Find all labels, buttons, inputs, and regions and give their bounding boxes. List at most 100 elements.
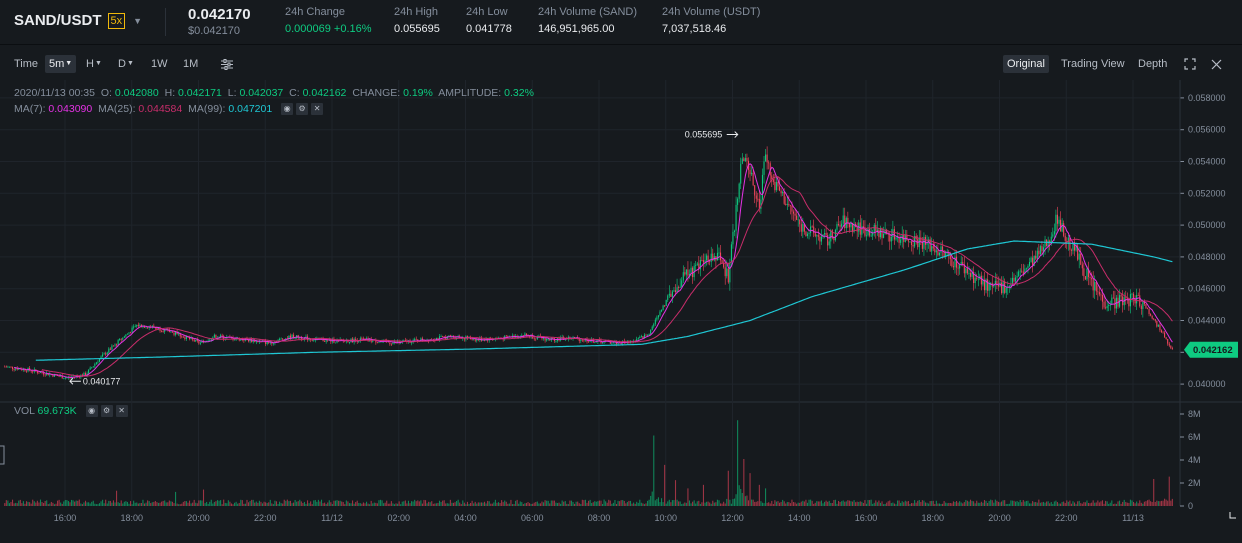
price-tick-label: 0.058000 (1188, 93, 1226, 103)
volume-bar (473, 503, 475, 506)
candle-body (134, 326, 136, 328)
candle-body (561, 336, 563, 338)
volume-bar (88, 502, 90, 506)
interval-1w[interactable]: 1W (151, 58, 168, 70)
volume-bar (738, 485, 740, 506)
interval-day[interactable]: D▼ (114, 55, 138, 73)
settings-sliders-icon[interactable] (218, 55, 236, 73)
view-original[interactable]: Original (1003, 55, 1049, 73)
settings-icon[interactable]: ⚙ (100, 405, 113, 418)
candle-body (125, 334, 127, 337)
candle-body (949, 255, 951, 260)
candlestick-chart[interactable]: 0.058000 0.056000 0.054000 0.052000 0.050000… (0, 80, 1242, 540)
volume-bar (286, 499, 288, 506)
stat-label: 24h Change (285, 6, 345, 18)
candle-body (1089, 277, 1091, 279)
volume-bar (291, 503, 293, 506)
candle-body (898, 237, 900, 243)
interval-5m[interactable]: 5m▼ (45, 55, 77, 73)
volume-bar (580, 504, 582, 506)
volume-bar (358, 503, 360, 506)
settings-icon[interactable]: ⚙ (296, 103, 309, 116)
volume-bar (841, 501, 843, 506)
volume-bar (156, 502, 158, 506)
volume-bar (656, 498, 658, 506)
candle-body (1044, 239, 1046, 248)
volume-bar (898, 500, 900, 506)
candle-body (443, 336, 445, 338)
volume-bar (976, 500, 978, 506)
volume-bar (660, 498, 663, 506)
volume-bar (788, 502, 790, 506)
volume-bar (819, 501, 821, 506)
volume-bar (1004, 500, 1006, 506)
candle-body (883, 233, 885, 238)
candle-body (364, 338, 366, 340)
volume-bar (903, 502, 905, 506)
volume-bar (47, 504, 49, 506)
volume-bar (462, 500, 464, 506)
close-icon[interactable]: ✕ (311, 103, 324, 116)
view-trading-view[interactable]: Trading View (1061, 58, 1125, 70)
volume-bar (642, 503, 644, 506)
fullscreen-icon[interactable] (1181, 55, 1199, 73)
candle-body (15, 368, 17, 370)
candle-body (791, 206, 793, 212)
close-icon[interactable]: ✕ (115, 405, 128, 418)
volume-bar (813, 503, 815, 506)
volume-bar (608, 499, 610, 506)
candle-body (7, 366, 9, 368)
candle-body (667, 295, 669, 301)
candle-body (1056, 214, 1059, 224)
volume-bar (1094, 502, 1096, 506)
chart-canvas[interactable]: 0.058000 0.056000 0.054000 0.052000 0.050000… (0, 80, 1242, 540)
candle-body (128, 332, 130, 334)
candle-body (1081, 264, 1083, 269)
candle-body (664, 305, 666, 307)
legend-o-label: O: (100, 87, 112, 99)
candle-body (802, 223, 804, 232)
volume-bar (435, 503, 437, 506)
candle-body (706, 255, 708, 261)
volume-bar (260, 501, 262, 506)
pair-selector[interactable]: SAND/USDT 5x ▼ (14, 12, 142, 29)
candle-body (1035, 255, 1037, 259)
volume-bar (173, 503, 175, 506)
candle-body (378, 342, 380, 343)
eye-icon[interactable]: ◉ (281, 103, 294, 116)
candle-body (11, 366, 14, 369)
candle-body (679, 286, 681, 288)
volume-bar (1092, 500, 1094, 506)
interval-hour[interactable]: H▼ (82, 55, 106, 73)
candle-body (732, 231, 734, 245)
candle-body (116, 344, 118, 346)
volume-bar (553, 500, 555, 506)
volume-bar (482, 502, 484, 506)
candle-body (365, 338, 368, 340)
price-tick-label: 0.046000 (1188, 284, 1226, 294)
interval-1m[interactable]: 1M (183, 58, 199, 70)
volume-bar (799, 502, 801, 506)
volume-bar (1042, 501, 1045, 506)
candle-body (347, 340, 349, 343)
candle-body (761, 174, 764, 200)
volume-bar (432, 503, 434, 506)
volume-bar (918, 500, 920, 506)
close-icon[interactable] (1207, 55, 1225, 73)
time-tick-label: 02:00 (387, 513, 410, 523)
volume-bar (342, 502, 344, 506)
candle-body (64, 377, 66, 379)
volume-bar (1081, 503, 1083, 506)
volume-bar (133, 500, 135, 506)
volume-bar (352, 500, 354, 506)
volume-bar (387, 503, 389, 506)
candle-body (98, 358, 101, 362)
candle-body (887, 233, 889, 235)
candle-body (681, 280, 683, 287)
candle-body (824, 233, 826, 235)
volume-bar (654, 500, 656, 506)
time-tick-label: 12:00 (721, 513, 744, 523)
eye-icon[interactable]: ◉ (85, 405, 98, 418)
volume-bar (803, 501, 805, 506)
view-depth[interactable]: Depth (1138, 58, 1168, 70)
